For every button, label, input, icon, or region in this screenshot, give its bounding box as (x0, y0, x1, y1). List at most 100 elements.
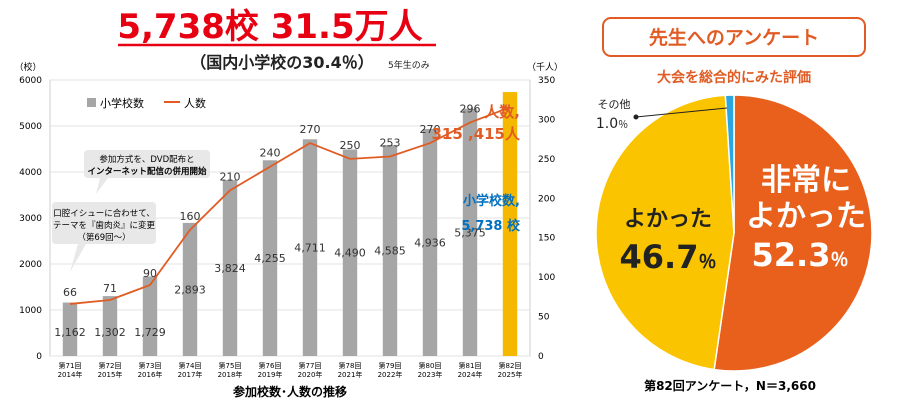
legend-label-schools: 小学校数 (100, 96, 144, 110)
bar-value-label: 1,162 (54, 326, 86, 339)
x-tick-label: 2024年 (458, 370, 483, 379)
x-tick-label: 第82回 (499, 361, 522, 370)
bar-schools (102, 296, 118, 356)
bar-value-label: 4,585 (374, 245, 406, 258)
survey-panel: 先生へのアンケート 大会を総合的にみた評価 非常によかった52.3％よかった46… (595, 17, 873, 393)
line-people (69, 106, 511, 305)
left-tick-label: 5000 (19, 122, 42, 132)
right-tick-label: 50 (538, 313, 550, 323)
left-axis-unit: （校） (14, 61, 41, 73)
pie-title: 大会を総合的にみた評価 (657, 69, 811, 86)
pie-slice (713, 94, 873, 372)
bar-value-label: 4,711 (294, 242, 326, 255)
x-tick-label: 第72回 (99, 361, 122, 370)
bar-value-label: 5,375 (454, 226, 486, 239)
left-tick-label: 2000 (19, 260, 42, 270)
x-tick-label: 第79回 (379, 361, 402, 370)
pie-label-very-good: よかった (746, 199, 866, 234)
bar-schools (382, 145, 398, 356)
leader-line (635, 107, 728, 118)
right-tick-label: 0 (538, 352, 544, 362)
bar-value-label: 1,302 (94, 326, 126, 339)
bar-value-label: 1,729 (134, 326, 166, 339)
bar-value-label: 4,255 (254, 252, 286, 265)
x-tick-label: 2014年 (58, 370, 83, 379)
annotation-dvd-internet: 参加方式を、DVD配布と インターネット配信の併用開始 (84, 150, 210, 194)
pie-label-good: よかった (624, 207, 712, 232)
right-tick-label: 100 (538, 273, 555, 283)
bar-schools (142, 276, 158, 356)
callout-schools: 小学校数, 5,738 校 (461, 193, 521, 234)
line-value-label: 296 (460, 103, 481, 116)
annotation-line: テーマを『歯肉炎』に変更 (53, 220, 156, 231)
x-tick-label: 2022年 (378, 370, 403, 379)
x-tick-label: 2015年 (98, 370, 123, 379)
bar-value-label: 4,936 (414, 236, 446, 249)
line-value-label: 210 (220, 170, 241, 183)
callout-schools-value: 5,738 校 (461, 218, 521, 234)
callout-people-value: 315 ,415人 (431, 125, 521, 143)
pie-label-very-good: 非常に (761, 163, 851, 198)
x-tick-label: 第74回 (179, 361, 202, 370)
line-value-label: 160 (180, 210, 201, 223)
right-tick-label: 250 (538, 155, 555, 165)
headline-note: 5年生のみ (388, 59, 430, 71)
bar-value-label: 4,490 (334, 247, 366, 260)
x-tick-label: 第71回 (59, 361, 82, 370)
pie-slice (724, 94, 735, 234)
x-axis-title: 参加校数･人数の推移 (233, 384, 347, 399)
left-tick-label: 1000 (19, 306, 42, 316)
x-tick-label: 第78回 (339, 361, 362, 370)
line-value-label: 71 (103, 282, 117, 295)
x-tick-label: 2020年 (298, 370, 323, 379)
line-value-label: 253 (380, 136, 401, 149)
survey-footer: 第82回アンケート，N＝3,660 (644, 378, 816, 393)
right-tick-label: 200 (538, 194, 555, 204)
right-axis-unit: （千人） (527, 62, 563, 73)
bar-schools (262, 160, 278, 356)
headline-main: 5,738校 31.5万人 (117, 7, 422, 47)
x-tick-label: 2017年 (178, 370, 203, 379)
line-value-label: 240 (260, 147, 281, 160)
bar-schools (302, 139, 318, 356)
callout-people-label: 人数, (484, 103, 520, 121)
bar-schools (182, 222, 198, 356)
x-tick-label: 2019年 (258, 370, 283, 379)
annotation-line: 口腔イシューに合わせて、 (53, 208, 155, 219)
legend-swatch-schools (87, 98, 96, 107)
pie-label-other: その他 (598, 98, 631, 111)
legend-label-people: 人数 (184, 97, 206, 110)
x-tick-label: 第77回 (299, 361, 322, 370)
left-tick-label: 6000 (19, 76, 42, 86)
callout-schools-label: 小学校数, (463, 193, 520, 209)
bar-schools (62, 302, 78, 356)
bar-line-chart: （校） （千人） 0 1000 2000 3000 4000 5000 6000 0 50 10… (14, 61, 563, 399)
left-tick-label: 4000 (19, 168, 42, 178)
x-tick-label: 第80回 (419, 361, 442, 370)
x-tick-label: 2023年 (418, 370, 443, 379)
left-tick-label: 3000 (19, 214, 42, 224)
line-value-label: 270 (300, 123, 321, 136)
x-tick-label: 第75回 (219, 361, 242, 370)
x-tick-label: 2025年 (498, 370, 523, 379)
bar-schools (422, 128, 438, 356)
x-tick-label: 第73回 (139, 361, 162, 370)
x-tick-label: 2018年 (218, 370, 243, 379)
x-tick-label: 第81回 (459, 361, 482, 370)
legend: 小学校数 人数 (87, 96, 206, 110)
survey-badge (602, 17, 866, 57)
right-tick-label: 150 (538, 234, 555, 244)
annotation-line: （第69回～） (77, 232, 130, 243)
annotation-bubble (52, 202, 156, 272)
survey-badge-label: 先生へのアンケート (649, 26, 819, 49)
line-value-label: 250 (340, 139, 361, 152)
annotation-line: 参加方式を、DVD配布と (99, 154, 194, 165)
x-tick-label: 2021年 (338, 370, 363, 379)
line-value-label: 270 (420, 123, 441, 136)
headline: 5,738校 31.5万人 （国内小学校の30.4％） 5年生のみ (117, 7, 436, 72)
annotation-line: インターネット配信の併用開始 (87, 166, 207, 177)
x-tick-label: 2016年 (138, 370, 163, 379)
line-value-label: 90 (143, 267, 157, 280)
bar-schools (502, 92, 518, 356)
left-tick-label: 0 (36, 352, 42, 362)
